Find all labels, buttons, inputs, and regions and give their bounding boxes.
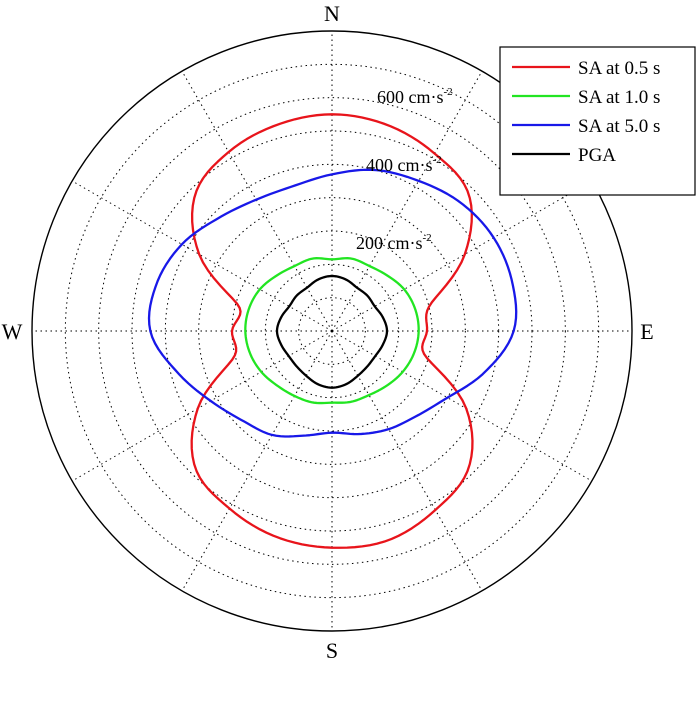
direction-label-east: E [640,319,653,344]
direction-label-south: S [326,638,338,663]
grid-ring-700 [98,97,566,565]
radial-tick-label-400: 400 cm·s-2 [366,154,442,175]
legend-label-sa-1-0: SA at 1.0 s [578,87,660,108]
series-layer [147,113,518,549]
direction-label-north: N [324,1,340,26]
series-line-sa-at-5-0-s [147,168,518,438]
grid-spoke-300 [71,180,333,332]
legend-box [499,46,696,196]
series-line-sa-at-0-5-s [190,113,474,549]
legend-label-sa-5-0: SA at 5.0 s [578,116,660,137]
radial-tick-label-600: 600 cm·s-2 [377,86,453,107]
grid-ring-400 [198,197,466,465]
outer-circle [31,30,633,632]
grid-spoke-150 [331,330,483,592]
direction-label-west: W [2,319,23,344]
series-line-pga [275,274,389,389]
grid-spoke-210 [181,330,333,592]
compass-labels: N E S W [2,1,654,663]
series-line-sa-at-1-0-s [244,257,420,405]
legend: SA at 0.5 s SA at 1.0 s SA at 5.0 s PGA [499,46,696,196]
legend-label-pga: PGA [578,145,616,166]
legend-label-sa-0-5: SA at 0.5 s [578,58,660,79]
grid-ring-800 [64,63,600,599]
radial-tick-labels: 600 cm·s-2 400 cm·s-2 200 cm·s-2 [356,86,453,253]
grid-ring-200 [264,263,400,399]
grid-ring-500 [164,163,500,499]
radial-tick-label-200: 200 cm·s-2 [356,232,432,253]
